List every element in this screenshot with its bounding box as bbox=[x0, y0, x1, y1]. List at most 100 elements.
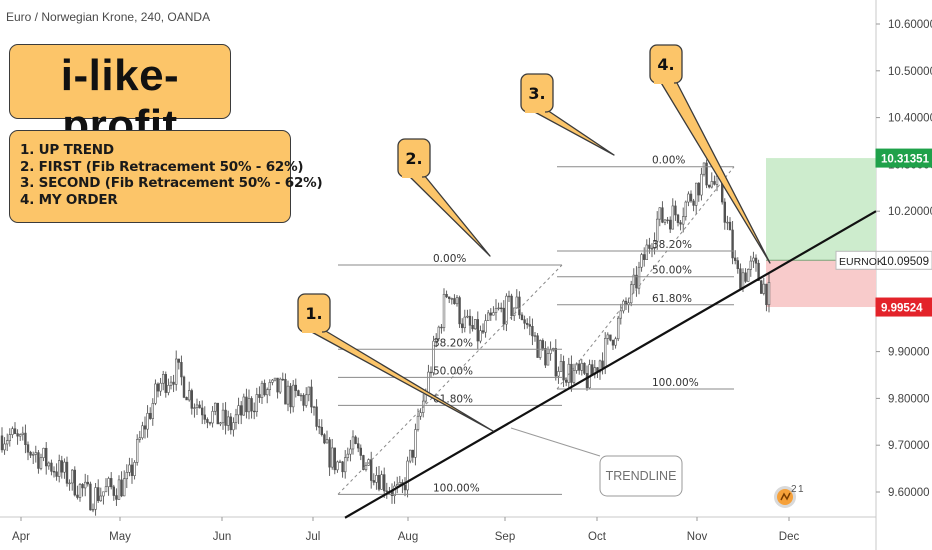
candle bbox=[736, 257, 740, 274]
candle bbox=[221, 402, 225, 430]
fib-retracements: 0.00% 38.20% 50.00% 61.80% 100.00% 0.00% 38.20… bbox=[337, 155, 876, 495]
candle bbox=[484, 314, 487, 338]
candle bbox=[156, 382, 160, 398]
candle bbox=[68, 479, 71, 491]
candle bbox=[42, 447, 45, 462]
candle bbox=[112, 484, 116, 501]
candle bbox=[590, 359, 594, 375]
candle bbox=[175, 350, 178, 391]
candle bbox=[227, 410, 230, 431]
candle bbox=[276, 377, 279, 399]
candle bbox=[81, 483, 84, 497]
trendline-label: TRENDLINE bbox=[510, 427, 683, 497]
candle bbox=[219, 421, 222, 427]
candle bbox=[206, 417, 209, 429]
candle bbox=[214, 402, 217, 416]
candle bbox=[268, 379, 271, 397]
candle bbox=[499, 302, 503, 313]
price-tick-label: 9.60000 bbox=[888, 487, 930, 499]
candle bbox=[489, 308, 492, 321]
time-tick-label: Oct bbox=[588, 531, 607, 543]
candle bbox=[315, 399, 318, 431]
candle bbox=[247, 389, 251, 420]
candle bbox=[240, 401, 243, 425]
candle bbox=[201, 400, 204, 425]
callout-2: 2. bbox=[397, 138, 491, 257]
candle bbox=[188, 381, 191, 402]
svg-text:10.31351: 10.31351 bbox=[881, 154, 930, 166]
candle bbox=[497, 302, 500, 311]
candle bbox=[684, 200, 688, 221]
candle bbox=[94, 482, 97, 516]
candle bbox=[375, 466, 378, 490]
candle bbox=[440, 324, 443, 334]
candle bbox=[149, 407, 152, 420]
candle bbox=[26, 441, 30, 461]
candle bbox=[572, 363, 576, 384]
svg-text:EURNOK: EURNOK bbox=[839, 256, 884, 268]
candle bbox=[694, 182, 698, 215]
candle bbox=[297, 389, 300, 397]
candle bbox=[260, 380, 264, 405]
candle bbox=[245, 388, 248, 419]
candle bbox=[13, 422, 17, 435]
svg-text:2: 2 bbox=[791, 484, 797, 495]
candle bbox=[133, 460, 136, 480]
candle bbox=[731, 220, 734, 265]
candle bbox=[182, 375, 186, 399]
candle bbox=[91, 503, 95, 513]
candle bbox=[325, 430, 329, 444]
candle bbox=[330, 438, 334, 470]
candle bbox=[663, 219, 667, 226]
candle bbox=[102, 491, 105, 505]
candle bbox=[31, 451, 35, 465]
candle bbox=[463, 309, 466, 333]
candle bbox=[674, 200, 677, 221]
candle bbox=[505, 293, 508, 332]
candle bbox=[138, 430, 141, 443]
candle bbox=[666, 216, 669, 224]
candle bbox=[661, 201, 664, 224]
candle bbox=[632, 268, 636, 294]
candle bbox=[382, 467, 386, 498]
price-tick-label: 10.50000 bbox=[888, 66, 932, 78]
fib-level-label: 0.00% bbox=[652, 155, 685, 167]
candle bbox=[749, 255, 753, 277]
candle bbox=[611, 339, 615, 351]
candle bbox=[50, 459, 53, 476]
candles-layer bbox=[0, 159, 771, 516]
candle bbox=[18, 433, 22, 441]
candle bbox=[713, 175, 716, 186]
candle bbox=[762, 277, 766, 296]
target-price-badge: 10.31351 bbox=[875, 148, 932, 168]
candle bbox=[707, 184, 711, 189]
candle bbox=[726, 215, 729, 230]
time-axis[interactable]: Apr May Jun Jul Aug Sep Oct Nov Dec bbox=[12, 517, 799, 543]
price-tick-label: 9.70000 bbox=[888, 440, 930, 452]
candle bbox=[570, 355, 573, 392]
candle bbox=[34, 445, 38, 463]
candle bbox=[466, 309, 469, 319]
candle bbox=[110, 472, 113, 490]
candle bbox=[554, 339, 558, 381]
candle bbox=[494, 299, 498, 321]
candle bbox=[486, 310, 490, 321]
steps-note: 1. UP TREND 2. FIRST (Fib Retracement 50… bbox=[9, 130, 323, 223]
candle bbox=[349, 439, 352, 462]
candle bbox=[655, 211, 659, 250]
candle bbox=[455, 295, 459, 307]
fib-level-label: 38.20% bbox=[652, 239, 692, 251]
candle bbox=[211, 406, 214, 428]
callout-label: 1. bbox=[305, 304, 322, 323]
step-3: 3. SECOND (Fib Retracement 50% - 62%) bbox=[20, 175, 323, 191]
candle bbox=[609, 334, 612, 342]
callout-label: 4. bbox=[657, 55, 674, 74]
candle bbox=[408, 449, 412, 464]
candle bbox=[622, 299, 625, 314]
candle bbox=[510, 293, 513, 320]
candle bbox=[341, 460, 344, 478]
candle bbox=[369, 451, 373, 489]
chart-title: Euro / Norwegian Krone, 240, OANDA bbox=[6, 10, 211, 24]
candle bbox=[442, 288, 446, 332]
